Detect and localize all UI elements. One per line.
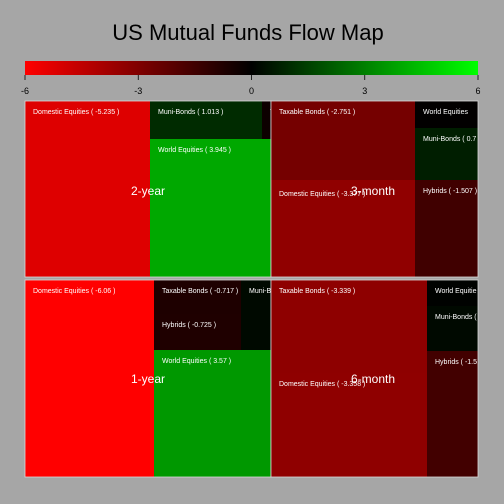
treemap-cell: [415, 128, 478, 180]
cell-label: World Equities: [423, 109, 469, 116]
cell-label: Hybrids ( -0.725 ): [162, 322, 216, 329]
cell-label: Hybrids ( -1.507 ): [423, 188, 477, 195]
cell-label: World Equities ( 3.57 ): [162, 358, 231, 365]
panel-border: [270, 279, 479, 478]
treemap-cell: [271, 180, 415, 277]
cell-label: Taxable Bonds ( -2.751 ): [279, 109, 355, 116]
color-scale-bar: [25, 61, 478, 75]
cell-label: Muni-Bonds ( 0.: [435, 314, 484, 321]
cell-label: Muni-Bonds ( 1.013 ): [158, 109, 223, 116]
treemap-cell: [25, 101, 150, 277]
treemap-panels: Domestic Equities ( -5.235 ) Muni-Bonds (…: [24, 100, 484, 478]
panel-label: 3-month: [351, 184, 395, 198]
cell-label: Domestic Equities ( -3.358 ): [279, 381, 365, 388]
color-scale-ticks: -6 -3 0 3 6: [21, 75, 481, 96]
treemap-cell: [427, 351, 478, 477]
treemap-cell: [154, 280, 241, 314]
cell-label: Muni-Bonds: [249, 288, 287, 295]
cell-label: Taxable Bonds ( -0.717 ): [162, 288, 238, 295]
cell-label: World Equitie: [435, 288, 477, 295]
cell-label: Domestic Equities ( -3.377 ): [279, 191, 365, 198]
panel-cells: Taxable Bonds ( -3.339 ) Domestic Equitie…: [271, 280, 484, 477]
panel-cells: Domestic Equities ( -6.06 ) Taxable Bonds…: [25, 280, 287, 477]
panel-1-year: Domestic Equities ( -6.06 ) Taxable Bonds…: [24, 279, 287, 478]
cell-label: Domestic Equities ( -6.06 ): [33, 288, 115, 295]
scale-tick-label: -6: [21, 86, 29, 96]
treemap-cell: [241, 280, 271, 350]
treemap-cell: [150, 139, 271, 277]
cell-label: T: [270, 109, 275, 116]
treemap-cell: [154, 350, 271, 477]
treemap-cell: [25, 280, 154, 477]
chart-title: US Mutual Funds Flow Map: [112, 20, 383, 45]
cell-label: Muni-Bonds ( 0.7: [423, 136, 476, 143]
treemap-cell: [415, 101, 478, 128]
panel-3-month: Taxable Bonds ( -2.751 ) Domestic Equitie…: [270, 100, 479, 278]
panel-6-month: Taxable Bonds ( -3.339 ) Domestic Equitie…: [270, 279, 484, 478]
scale-tick-label: 0: [249, 86, 254, 96]
treemap-cell: [427, 306, 478, 351]
cell-label: Hybrids ( -1.5: [435, 359, 477, 366]
treemap-cell: [271, 280, 427, 373]
cell-label: Taxable Bonds ( -3.339 ): [279, 288, 355, 295]
cell-label: Domestic Equities ( -5.235 ): [33, 109, 119, 116]
panel-label: 1-year: [131, 372, 165, 386]
treemap-cell: [271, 373, 427, 477]
scale-tick-label: 3: [362, 86, 367, 96]
treemap-cell: [271, 101, 415, 180]
panel-border: [270, 100, 479, 278]
panel-label: 2-year: [131, 184, 165, 198]
scale-tick-label: -3: [134, 86, 142, 96]
treemap-cell: [262, 101, 271, 139]
treemap-cell: [415, 180, 478, 277]
panel-2-year: Domestic Equities ( -5.235 ) Muni-Bonds (…: [24, 100, 275, 278]
panel-label: 6-month: [351, 372, 395, 386]
panel-cells: Taxable Bonds ( -2.751 ) Domestic Equitie…: [271, 101, 478, 277]
treemap-cell: [427, 280, 478, 306]
panel-cells: Domestic Equities ( -5.235 ) Muni-Bonds (…: [25, 101, 275, 277]
treemap-cell: [150, 101, 262, 139]
cell-label: World Equities ( 3.945 ): [158, 147, 231, 154]
scale-tick-label: 6: [475, 86, 480, 96]
treemap-cell: [154, 314, 241, 350]
